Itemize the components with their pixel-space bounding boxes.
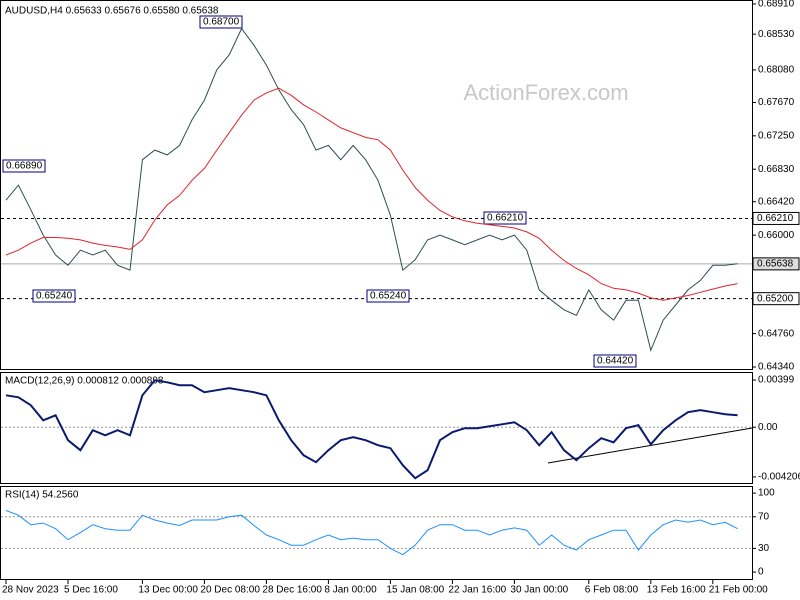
x-tick-label: 8 Jan 00:00 [324,585,377,596]
annotation-box [199,15,243,29]
trend-line [547,427,753,464]
level-label: 0.65200 [757,293,794,304]
annotation-box [2,159,46,173]
annotation: 0.66210 [487,213,524,224]
macd-title: MACD(12,26,9) 0.000812 0.000898 [5,376,164,387]
x-tick-label: 6 Feb 08:00 [585,585,639,596]
x-tick-label: 5 Dec 16:00 [64,585,118,596]
y-tick-label: 0.67670 [758,97,795,108]
y-tick-label: 0.68080 [758,65,795,76]
x-tick-label: 15 Jan 08:00 [386,585,444,596]
x-tick-label: 21 Feb 00:00 [709,585,768,596]
y-tick-label: 0.66420 [758,196,795,207]
x-tick-label: 13 Dec 00:00 [138,585,198,596]
x-tick-label: 13 Feb 16:00 [647,585,706,596]
annotation: 0.65240 [370,291,407,302]
annotation: 0.66890 [6,161,43,172]
price-panel [0,0,753,370]
series-line [5,379,738,480]
annotation-box [593,354,637,368]
x-tick-label: 28 Dec 16:00 [262,585,322,596]
annotation-box [32,289,76,303]
x-tick-label: 28 Nov 2023 [2,585,59,596]
annotation: 0.68700 [203,17,240,28]
y-tick-label: 70 [758,511,770,522]
series-line [5,510,738,556]
rsi-panel [0,486,753,580]
x-tick-label: 22 Jan 16:00 [448,585,506,596]
level-box [752,257,800,271]
rsi-title: RSI(14) 54.2560 [5,490,79,501]
y-tick-label: 0.64760 [758,328,795,339]
annotation: 0.65240 [36,291,73,302]
y-tick-label: 0.00399 [758,375,795,386]
y-tick-label: 0.66830 [758,164,795,175]
level-label: 0.66210 [757,213,794,224]
level-box [752,292,800,306]
x-tick-label: 30 Jan 00:00 [510,585,568,596]
annotation-box [366,289,410,303]
watermark: ActionForex.com [463,80,628,105]
y-tick-label: 100 [758,488,775,499]
y-tick-label: 0.68910 [758,0,795,10]
x-tick-label: 20 Dec 08:00 [200,585,260,596]
y-tick-label: 30 [758,543,770,554]
y-tick-label: 0.67250 [758,130,795,141]
annotation-box [483,211,527,225]
y-tick-label: 0.00 [758,422,778,433]
y-tick-label: -0.004206 [758,472,800,483]
y-tick-label: 0.68530 [758,29,795,40]
chart-title: AUDUSD,H4 0.65633 0.65676 0.65580 0.6563… [5,6,219,17]
y-tick-label: 0.66000 [758,230,795,241]
level-label: 0.65638 [757,259,794,270]
macd-panel [0,372,753,484]
y-tick-label: 0 [758,567,764,578]
series-line [5,87,738,301]
y-tick-label: 0.64340 [758,362,795,373]
level-box [752,211,800,225]
annotation: 0.64420 [597,356,634,367]
series-line [5,27,738,352]
